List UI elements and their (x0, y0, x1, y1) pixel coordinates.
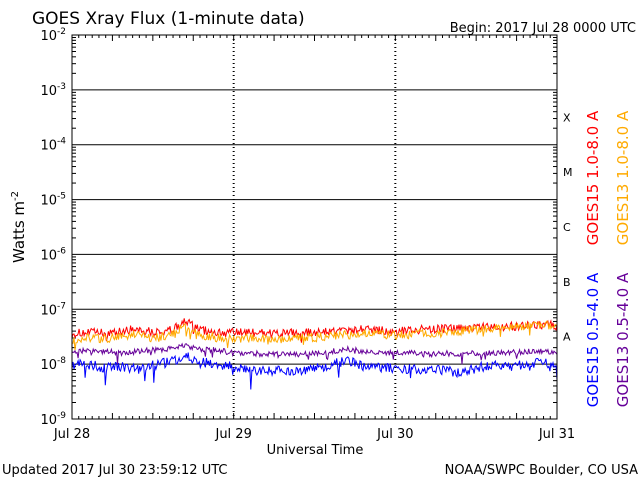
y-tick-base: 10 (40, 358, 57, 373)
y-tick-base: 10 (40, 303, 57, 318)
y-tick-base: 10 (40, 84, 57, 99)
y-tick-exponent: -4 (57, 137, 66, 147)
begin-label: Begin: 2017 Jul 28 0000 UTC (450, 21, 636, 36)
y-tick-label: 10-4 (40, 137, 66, 154)
flare-class-label: B (563, 276, 571, 289)
updated-timestamp: Updated 2017 Jul 30 23:59:12 UTC (2, 463, 227, 478)
y-axis-label-base: Watts m (10, 201, 28, 263)
x-tick-label: Jul 31 (538, 427, 575, 442)
y-tick-exponent: -3 (57, 82, 66, 92)
y-tick-exponent: -8 (57, 356, 66, 366)
grid-lines (72, 35, 557, 419)
chart-title: GOES Xray Flux (1-minute data) (32, 9, 305, 29)
plot-frame (71, 34, 558, 420)
y-tick-exponent: -6 (57, 246, 66, 256)
flare-class-label: A (563, 331, 571, 344)
y-tick-base: 10 (40, 194, 57, 209)
series-line-1 (71, 320, 558, 351)
y-tick-label: 10-9 (40, 411, 66, 428)
y-tick-label: 10-6 (40, 246, 66, 263)
y-tick-exponent: -2 (57, 27, 66, 37)
legend-entry: GOES13 0.5-4.0 A (614, 272, 632, 407)
flare-class-label: M (563, 166, 573, 179)
y-tick-exponent: -7 (57, 301, 66, 311)
flare-class-label: C (563, 221, 571, 234)
y-axis-label: Watts m-2 (10, 191, 28, 263)
flare-class-label: X (563, 111, 571, 124)
credit-label: NOAA/SWPC Boulder, CO USA (445, 463, 638, 478)
y-tick-exponent: -9 (57, 411, 66, 421)
series-line-2 (71, 352, 558, 390)
y-tick-label: 10-3 (40, 82, 66, 99)
flare-class-labels: X M C B A (563, 111, 573, 343)
y-tick-exponent: -5 (57, 192, 66, 202)
x-axis-label: Universal Time (267, 443, 364, 458)
legend-entry: GOES13 1.0-8.0 A (614, 110, 632, 245)
series-line-3 (71, 342, 558, 365)
y-tick-base: 10 (40, 139, 57, 154)
y-tick-label: 10-5 (40, 192, 66, 209)
legend-entry: GOES15 0.5-4.0 A (584, 272, 602, 407)
legend-entry: GOES15 1.0-8.0 A (584, 110, 602, 245)
y-tick-labels: 10-210-310-410-510-610-710-810-9 (40, 27, 66, 428)
x-tick-label: Jul 29 (214, 427, 251, 442)
x-tick-label: Jul 28 (53, 427, 90, 442)
y-axis-label-exponent: -2 (10, 191, 21, 201)
y-tick-base: 10 (40, 29, 57, 44)
y-tick-base: 10 (40, 248, 57, 263)
y-tick-label: 10-7 (40, 301, 66, 318)
x-tick-label: Jul 30 (376, 427, 413, 442)
series-layer (71, 318, 558, 390)
legend: GOES15 1.0-8.0 A GOES13 1.0-8.0 A GOES15 0… (584, 110, 632, 407)
y-tick-label: 10-8 (40, 356, 66, 373)
x-tick-labels: Jul 28 Jul 29 Jul 30 Jul 31 (53, 427, 575, 442)
y-tick-base: 10 (40, 413, 57, 428)
y-tick-label: 10-2 (40, 27, 66, 44)
